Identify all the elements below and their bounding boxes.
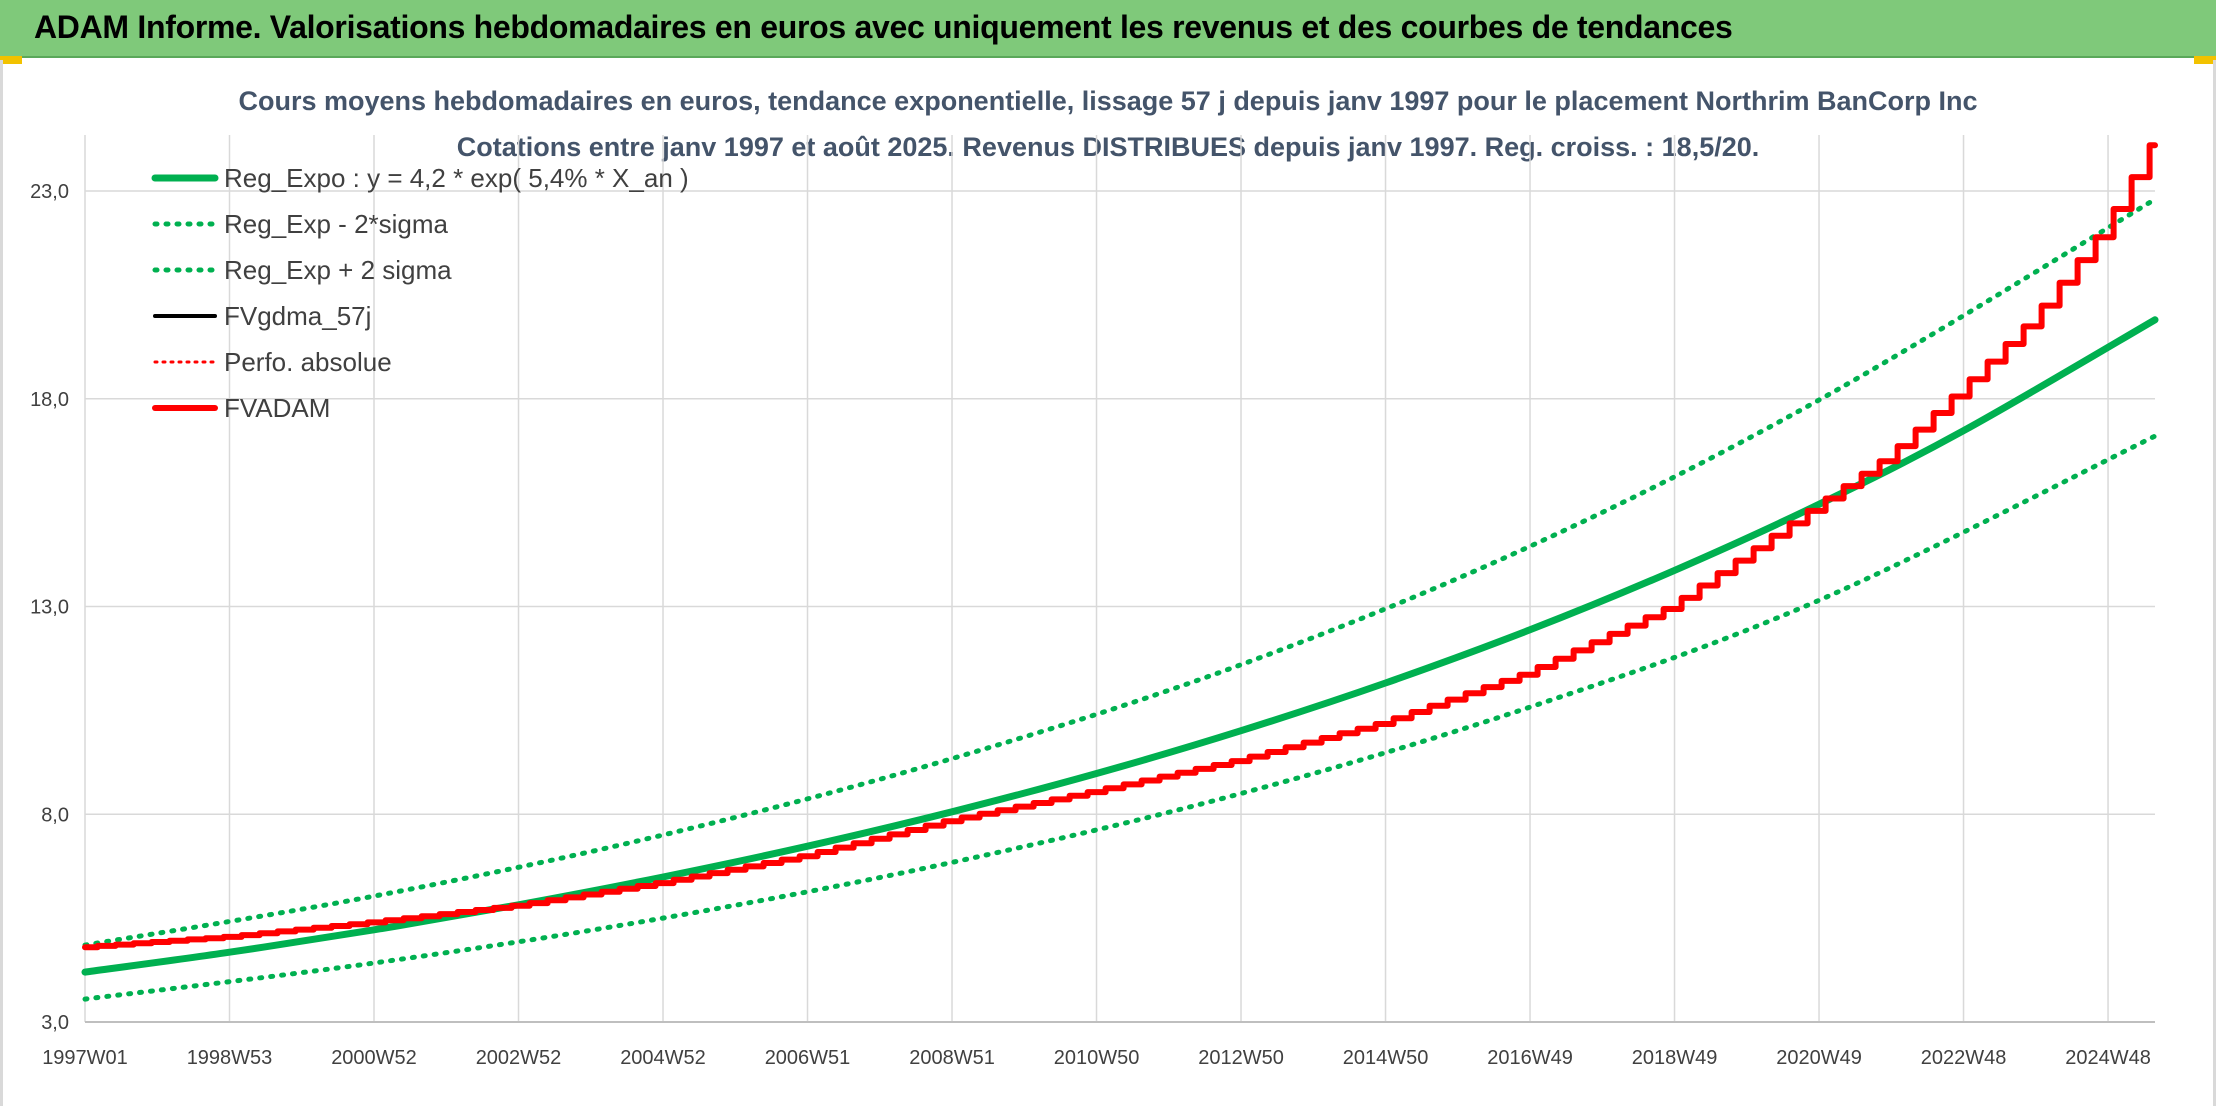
- series-layer: [81, 142, 2159, 1002]
- report-header: ADAM Informe. Valorisations hebdomadaire…: [0, 0, 2216, 58]
- x-tick-label: 2006W51: [765, 1047, 851, 1069]
- x-tick-label: 1998W53: [187, 1047, 273, 1069]
- x-tick-label: 2016W49: [1487, 1047, 1573, 1069]
- x-tick-label: 2000W52: [331, 1047, 417, 1069]
- x-tick-label: 2014W50: [1343, 1047, 1429, 1069]
- legend-label: Reg_Exp - 2*sigma: [224, 209, 449, 239]
- y-tick-label: 3,0: [41, 1012, 69, 1034]
- x-tick-label: 2008W51: [909, 1047, 995, 1069]
- legend-label: FVgdma_57j: [224, 301, 371, 331]
- legend-label: Reg_Exp + 2 sigma: [224, 255, 452, 285]
- series-reg-plus-2sigma: [82, 196, 2158, 948]
- corner-marker-left: [0, 56, 22, 64]
- y-tick-label: 23,0: [30, 181, 69, 203]
- chart-frame: Cours moyens hebdomadaires en euros, ten…: [0, 60, 2216, 1106]
- x-tick-label: 2020W49: [1776, 1047, 1862, 1069]
- x-tick-label: 2024W48: [2065, 1047, 2151, 1069]
- chart-subtitle: Cotations entre janv 1997 et août 2025. …: [457, 132, 1760, 162]
- series-fvadam: [82, 142, 2158, 951]
- x-tick-label: 2022W48: [1921, 1047, 2007, 1069]
- corner-marker-right: [2194, 56, 2216, 64]
- y-tick-label: 18,0: [30, 389, 69, 411]
- chart-legend: Reg_Expo : y = 4,2 * exp( 5,4% * X_an ) R…: [151, 163, 689, 423]
- series-reg-expo: [81, 316, 2159, 976]
- chart-title: Cours moyens hebdomadaires en euros, ten…: [238, 86, 1977, 116]
- x-tick-label: 2010W50: [1054, 1047, 1140, 1069]
- chart-grid: [84, 135, 2155, 1023]
- x-tick-label: 1997W01: [42, 1047, 128, 1069]
- chart-axes: 3,0 8,0 13,0 18,0 23,0 1997W01 1998W53 2000W52 2…: [30, 181, 2155, 1069]
- x-tick-label: 2012W50: [1198, 1047, 1284, 1069]
- legend-label: Perfo. absolue: [224, 347, 392, 377]
- series-reg-minus-2sigma: [82, 433, 2158, 1002]
- chart: Cours moyens hebdomadaires en euros, ten…: [30, 86, 2159, 1069]
- x-tick-label: 2002W52: [476, 1047, 562, 1069]
- y-tick-label: 13,0: [30, 597, 69, 619]
- report-title: ADAM Informe. Valorisations hebdomadaire…: [34, 9, 1733, 45]
- legend-label: Reg_Expo : y = 4,2 * exp( 5,4% * X_an ): [224, 163, 689, 193]
- x-tick-label: 2004W52: [620, 1047, 706, 1069]
- y-tick-label: 8,0: [41, 804, 69, 826]
- legend-label: FVADAM: [224, 393, 330, 423]
- x-tick-label: 2018W49: [1632, 1047, 1718, 1069]
